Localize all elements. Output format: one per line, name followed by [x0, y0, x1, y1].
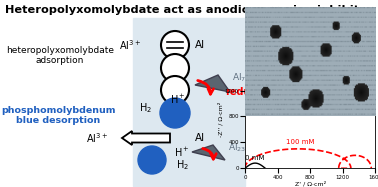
- Text: Al$_{23}$CuFe$_4$: Al$_{23}$CuFe$_4$: [228, 142, 273, 154]
- X-axis label: Z' / Ω·cm²: Z' / Ω·cm²: [294, 181, 326, 186]
- Text: Al$^{3+}$: Al$^{3+}$: [119, 38, 141, 52]
- Text: H$_2$: H$_2$: [175, 158, 189, 172]
- Text: H$^+$: H$^+$: [170, 92, 186, 105]
- Bar: [345, 55, 356, 65]
- Text: Rs: Rs: [308, 48, 314, 53]
- Text: Al: Al: [195, 40, 205, 50]
- Text: heteropolyxomolybdate: heteropolyxomolybdate: [6, 45, 114, 54]
- Bar: [133, 18, 245, 186]
- Circle shape: [160, 98, 190, 128]
- Polygon shape: [192, 145, 225, 160]
- Text: CPE2: CPE2: [345, 49, 356, 53]
- Bar: [324, 55, 335, 65]
- Polygon shape: [195, 75, 230, 92]
- Text: CPE1: CPE1: [324, 49, 335, 53]
- Text: H$_2$: H$_2$: [138, 101, 152, 115]
- Text: R2: R2: [348, 76, 354, 79]
- Text: R1: R1: [327, 76, 332, 79]
- Text: phosphomolybdenum: phosphomolybdenum: [1, 105, 115, 114]
- Bar: [305, 55, 316, 65]
- Text: 0 mM: 0 mM: [245, 155, 265, 161]
- Bar: [324, 70, 335, 77]
- Circle shape: [161, 54, 189, 82]
- Text: Al$_7$Cu$_2$Fe: Al$_7$Cu$_2$Fe: [232, 72, 274, 84]
- Text: Heteropolyxomolybdate act as anodic corrosion inhibitor: Heteropolyxomolybdate act as anodic corr…: [5, 5, 373, 15]
- Circle shape: [161, 31, 189, 59]
- Circle shape: [138, 146, 166, 174]
- Text: reduction: reduction: [225, 87, 278, 97]
- Text: adsorption: adsorption: [36, 56, 84, 65]
- Text: 100 mM: 100 mM: [286, 139, 314, 145]
- FancyArrow shape: [122, 131, 170, 145]
- Y-axis label: -Z'' / Ω·cm²: -Z'' / Ω·cm²: [218, 102, 223, 137]
- Text: Al$^{3+}$: Al$^{3+}$: [86, 131, 108, 145]
- Text: Al: Al: [195, 133, 205, 143]
- Circle shape: [161, 76, 189, 104]
- Text: H$^+$: H$^+$: [174, 145, 190, 159]
- Text: blue desorption: blue desorption: [16, 116, 100, 125]
- Bar: [345, 70, 356, 77]
